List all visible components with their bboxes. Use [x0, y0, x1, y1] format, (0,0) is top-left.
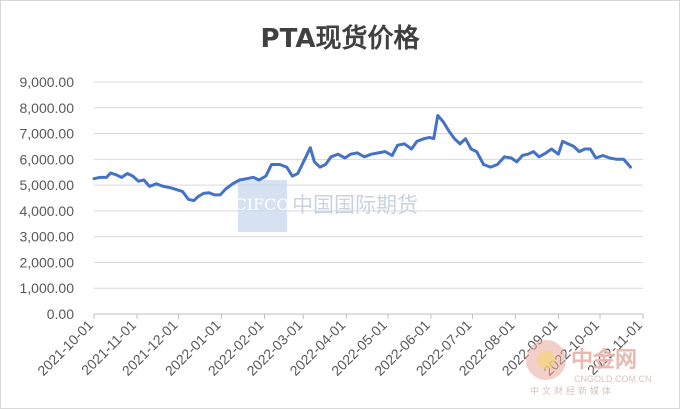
y-tick-label: 3,000.00 [20, 229, 75, 245]
site-logo-name: 中金网 [571, 347, 637, 373]
x-axis [93, 313, 644, 319]
chart-title: PTA现货价格 [260, 24, 420, 54]
cifco-logo-text: CIFCO [234, 195, 289, 214]
y-tick-label: 9,000.00 [20, 74, 75, 90]
cifco-name-text: 中国国际期货 [292, 193, 418, 217]
y-tick-label: 4,000.00 [20, 203, 75, 219]
site-logo-icon-core [537, 351, 555, 369]
cifco-watermark: CIFCO 中国国际期货 [234, 180, 418, 232]
y-tick-label: 2,000.00 [20, 254, 75, 270]
y-tick-label: 6,000.00 [20, 151, 75, 167]
y-tick-label: 5,000.00 [20, 177, 75, 193]
series-line-pta-price [92, 114, 632, 203]
site-logo-subtitle: 中文财经新媒体 [530, 385, 614, 397]
y-tick-label: 1,000.00 [20, 280, 75, 296]
site-url: CNGOLD.COM.CN [574, 374, 652, 384]
y-tick-label: 7,000.00 [20, 126, 75, 142]
y-axis-tick-labels: 0.00 1,000.00 2,000.00 3,000.00 4,000.00 5,00… [20, 74, 75, 322]
gridlines [94, 81, 643, 289]
cifco-logo-box [238, 180, 287, 232]
y-tick-label: 0.00 [47, 306, 74, 322]
y-tick-label: 8,000.00 [20, 100, 75, 116]
site-logo-watermark: 中金网 中文财经新媒体 CNGOLD.COM.CN [526, 340, 652, 397]
